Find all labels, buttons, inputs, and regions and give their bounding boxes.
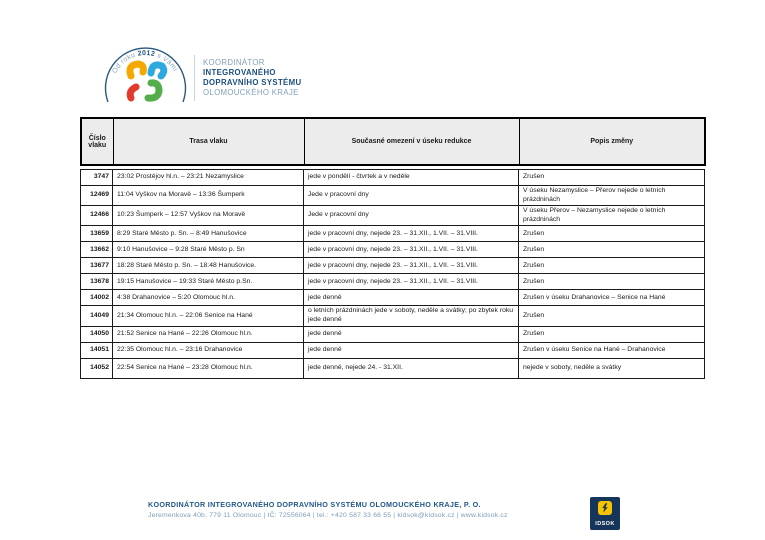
change-cell: Zrušen: [518, 225, 705, 243]
train-number-cell: 12469: [80, 184, 113, 207]
route-cell: 21:52 Senice na Hané – 22:26 Olomouc hl.…: [112, 325, 304, 343]
restriction-cell: Jede v pracovní dny: [303, 184, 519, 207]
change-cell: Zrušen v úseku Drahanovice – Senice na H…: [518, 289, 705, 307]
train-number-cell: 14002: [80, 289, 113, 307]
train-number-cell: 14050: [80, 325, 113, 343]
footer: KOORDINÁTOR INTEGROVANÉHO DOPRAVNÍHO SYS…: [148, 500, 508, 519]
brand-org-line: KOORDINÁTOR: [203, 58, 265, 67]
change-cell: Zrušen: [518, 257, 705, 275]
brand-org-name: KOORDINÁTOR INTEGROVANÉHO DOPRAVNÍHO SYS…: [203, 58, 301, 98]
route-cell: 9:10 Hanušovice – 9:28 Staré Město p. Sn: [112, 241, 304, 259]
train-row: 13678 19:15 Hanušovice – 19:33 Staré Měs…: [80, 273, 705, 291]
restriction-cell: jede v pracovní dny, nejede 23. – 31.XII…: [303, 273, 519, 291]
change-cell: Zrušen: [518, 305, 705, 327]
restriction-cell: jede v pracovní dny, nejede 23. – 31.XII…: [303, 241, 519, 259]
change-cell: V úseku Přerov – Nezamyslice nejede o le…: [518, 205, 705, 227]
train-table-header: Číslo vlaku Trasa vlaku Současné omezení…: [80, 117, 706, 166]
kidsok-emblem-icon: Od roku 2012 s Vámi: [104, 47, 187, 103]
train-number-cell: 13662: [80, 241, 113, 259]
route-cell: 23:02 Prostějov hl.n. – 23:21 Nezamyslic…: [112, 169, 304, 186]
idsok-logo: IDSOK: [590, 497, 620, 530]
train-number-cell: 14052: [80, 357, 113, 379]
route-cell: 19:15 Hanušovice – 19:33 Staré Město p.S…: [112, 273, 304, 291]
train-number-cell: 13659: [80, 225, 113, 243]
idsok-label: IDSOK: [595, 521, 615, 527]
change-cell: Zrušen: [518, 241, 705, 259]
footer-org-name: KOORDINÁTOR INTEGROVANÉHO DOPRAVNÍHO SYS…: [148, 500, 481, 509]
train-row: 14002 4:38 Drahanovice – 5:20 Olomouc hl…: [80, 289, 705, 307]
train-number-cell: 12466: [80, 205, 113, 227]
train-number-cell: 14051: [80, 341, 113, 359]
route-cell: 18:28 Staré Město p. Sn. – 18:48 Hanušov…: [112, 257, 304, 275]
train-row: 14052 22:54 Senice na Hané – 23:28 Olomo…: [80, 357, 705, 379]
change-cell: Zrušen: [518, 169, 705, 186]
train-number-cell: 13678: [80, 273, 113, 291]
restriction-cell: jede denně: [303, 341, 519, 359]
restriction-cell: jede denně: [303, 289, 519, 307]
footer-contact-line: Jeremenkova 40b, 779 11 Olomouc | IČ: 72…: [148, 512, 508, 519]
change-cell: Zrušen v úseku Senice na Hané – Drahanov…: [518, 341, 705, 359]
brand-org-line: INTEGROVANÉHO: [203, 68, 276, 77]
restriction-cell: jede v pondělí - čtvrtek a v neděle: [303, 169, 519, 186]
train-row: 13662 9:10 Hanušovice – 9:28 Staré Město…: [80, 241, 705, 259]
brand-header: Od roku 2012 s Vámi KOORDINÁTOR INTEGROV…: [100, 40, 301, 116]
train-number-cell: 3747: [80, 169, 113, 186]
train-table: 3747 23:02 Prostějov hl.n. – 23:21 Nezam…: [80, 169, 705, 379]
idsok-bolt-icon: [598, 501, 612, 515]
train-row: 12466 10:23 Šumperk – 12:57 Vyškov na Mo…: [80, 205, 705, 227]
change-cell: Zrušen: [518, 273, 705, 291]
route-cell: 10:23 Šumperk – 12:57 Vyškov na Moravě: [112, 205, 304, 227]
route-cell: 22:54 Senice na Hané – 23:28 Olomouc hl.…: [112, 357, 304, 379]
train-row: 13659 8:29 Staré Město p. Sn. – 8:49 Han…: [80, 225, 705, 243]
brand-org-line: OLOMOUCKÉHO KRAJE: [203, 88, 299, 97]
restriction-cell: jede denně: [303, 325, 519, 343]
restriction-cell: jede v pracovní dny, nejede 23. – 31.XII…: [303, 257, 519, 275]
train-row: 13677 18:28 Staré Město p. Sn. – 18:48 H…: [80, 257, 705, 275]
restriction-cell: o letních prázdninách jede v soboty, ned…: [303, 305, 519, 327]
restriction-cell: Jede v pracovní dny: [303, 205, 519, 227]
train-row: 14050 21:52 Senice na Hané – 22:26 Olomo…: [80, 325, 705, 343]
route-cell: 11:04 Vyškov na Moravě – 13:36 Šumperk: [112, 184, 304, 207]
train-row: 12469 11:04 Vyškov na Moravě – 13:36 Šum…: [80, 184, 705, 207]
route-cell: 8:29 Staré Město p. Sn. – 8:49 Hanušovic…: [112, 225, 304, 243]
column-header-route: Trasa vlaku: [112, 117, 305, 166]
change-cell: V úseku Nezamyslice – Přerov nejede o le…: [518, 184, 705, 207]
train-row: 3747 23:02 Prostějov hl.n. – 23:21 Nezam…: [80, 169, 705, 186]
brand-org-line: DOPRAVNÍHO SYSTÉMU: [203, 78, 302, 87]
train-row: 14051 22:35 Olomouc hl.n. – 23:16 Drahan…: [80, 341, 705, 359]
restriction-cell: jede v pracovní dny, nejede 23. – 31.XII…: [303, 225, 519, 243]
change-cell: nejede v soboty, neděle a svátky: [518, 357, 705, 379]
route-cell: 4:38 Drahanovice – 5:20 Olomouc hl.n.: [112, 289, 304, 307]
train-number-cell: 14049: [80, 305, 113, 327]
change-cell: Zrušen: [518, 325, 705, 343]
table-header-row: Číslo vlaku Trasa vlaku Současné omezení…: [80, 117, 706, 166]
column-header-change: Popis změny: [518, 117, 706, 166]
column-header-train-number: Číslo vlaku: [80, 117, 114, 166]
brand-divider: [194, 55, 195, 101]
route-cell: 22:35 Olomouc hl.n. – 23:16 Drahanovice: [112, 341, 304, 359]
train-row: 14049 21:34 Olomouc hl.n. – 22:06 Senice…: [80, 305, 705, 327]
train-number-cell: 13677: [80, 257, 113, 275]
restriction-cell: jede denně, nejede 24. - 31.XII.: [303, 357, 519, 379]
column-header-restriction: Současné omezení v úseku redukce: [303, 117, 520, 166]
route-cell: 21:34 Olomouc hl.n. – 22:06 Senice na Ha…: [112, 305, 304, 327]
